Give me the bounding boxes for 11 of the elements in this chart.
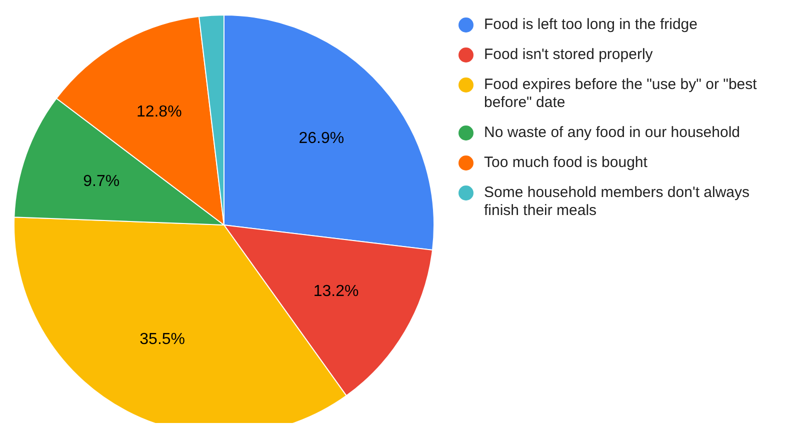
legend-label: Some household members don't always finish their meals [484,184,751,220]
data-label: 26.9% [298,130,344,148]
data-label: 13.2% [313,282,359,300]
legend-label: Food is left too long in the fridge [484,16,698,34]
data-label: 35.5% [140,331,186,348]
data-label: 9.7% [83,172,120,190]
legend-label: Food expires before the "use by" or "best before" date [484,76,758,112]
legend-label: Too much food is bought [484,154,648,172]
data-label: 12.8% [136,104,182,121]
legend-label: Food isn't stored properly [484,46,654,64]
legend-label: No waste of any food in our household [484,124,742,142]
